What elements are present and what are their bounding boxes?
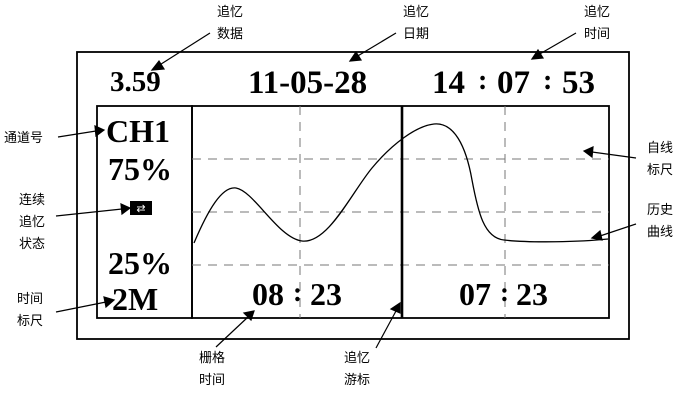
- channel-number: CH1: [106, 113, 170, 149]
- recall-state-indicator: ⇄: [130, 201, 152, 215]
- recall-time: 14 : 07 : 53: [432, 65, 595, 101]
- label-recall-state: 连续 追忆 状态: [19, 192, 45, 252]
- svg-text:栅格: 栅格: [199, 350, 225, 366]
- svg-text:自线: 自线: [647, 141, 673, 156]
- arrowhead-icon: [103, 296, 116, 309]
- recall-date: 11-05-28: [248, 65, 367, 101]
- arrowhead-icon: [590, 229, 603, 241]
- arrowhead-icon: [530, 48, 545, 60]
- label-grid-time: 栅格 时间: [199, 350, 225, 388]
- svg-text:23: 23: [310, 276, 342, 312]
- svg-text:追忆: 追忆: [217, 4, 243, 20]
- arrowhead-icon: [348, 50, 363, 62]
- leader-auto-scale: [591, 151, 637, 159]
- arrowhead-icon: [582, 146, 594, 159]
- leader-recall-date: [355, 32, 397, 58]
- leader-history-curve: [599, 223, 637, 237]
- leader-grid-time: [215, 316, 249, 348]
- leader-recall-time: [537, 32, 577, 56]
- svg-text:23: 23: [516, 276, 548, 312]
- recall-value: 3.59: [110, 66, 161, 98]
- svg-text:08: 08: [252, 276, 284, 312]
- svg-text:标尺: 标尺: [17, 314, 43, 329]
- arrowhead-icon: [389, 301, 401, 314]
- leader-recall-value: [157, 32, 211, 67]
- history-curve: [193, 123, 609, 244]
- svg-text:状态: 状态: [19, 237, 45, 252]
- label-history-curve: 历史 曲线: [647, 203, 673, 240]
- leader-recall-cursor: [375, 310, 397, 349]
- svg-text:07: 07: [459, 276, 491, 312]
- svg-text:追忆: 追忆: [584, 4, 610, 20]
- label-channel-number: 通道号: [4, 131, 43, 146]
- svg-text:时间: 时间: [17, 292, 43, 307]
- svg-text::: :: [500, 277, 509, 307]
- svg-text:时间: 时间: [584, 27, 610, 42]
- continuous-recall-icon: ⇄: [136, 202, 145, 215]
- svg-text:53: 53: [562, 65, 595, 101]
- label-recall-value: 追忆 数据: [217, 4, 243, 42]
- time-scale-value: 2M: [112, 281, 158, 317]
- svg-text::: :: [293, 277, 302, 307]
- grid-time-right: 07 : 23: [459, 276, 548, 312]
- label-time-scale: 时间 标尺: [17, 292, 43, 329]
- svg-text:游标: 游标: [344, 373, 370, 388]
- label-recall-time: 追忆 时间: [584, 4, 610, 42]
- svg-text:曲线: 曲线: [647, 225, 673, 240]
- svg-text:历史: 历史: [647, 203, 673, 218]
- svg-text:07: 07: [497, 65, 530, 101]
- svg-text:追忆: 追忆: [344, 350, 370, 366]
- grid-time-left: 08 : 23: [252, 276, 342, 312]
- arrowhead-icon: [242, 310, 255, 322]
- leader-lines: [55, 32, 637, 349]
- leader-time-scale: [55, 301, 107, 313]
- arrowhead-icon: [120, 203, 132, 216]
- svg-text:标尺: 标尺: [647, 163, 673, 178]
- svg-text:数据: 数据: [217, 27, 243, 42]
- arrowhead-icon: [94, 125, 106, 138]
- label-auto-scale: 自线 标尺: [647, 141, 673, 178]
- grid-lines: [192, 106, 609, 318]
- label-recall-cursor: 追忆 游标: [344, 350, 370, 388]
- arrowhead-icon: [150, 59, 166, 71]
- svg-text:日期: 日期: [403, 27, 429, 42]
- screen-frame: [76, 51, 630, 340]
- svg-text::: :: [478, 65, 487, 96]
- svg-text:14: 14: [432, 65, 465, 101]
- leader-recall-state: [55, 208, 123, 217]
- svg-text:通道号: 通道号: [4, 131, 43, 146]
- svg-text:连续: 连续: [19, 192, 45, 208]
- svg-text:追忆: 追忆: [19, 214, 45, 230]
- label-recall-date: 追忆 日期: [403, 4, 429, 42]
- svg-text:时间: 时间: [199, 373, 225, 388]
- svg-text::: :: [543, 65, 552, 96]
- lower-percent: 25%: [108, 245, 172, 281]
- leader-channel-number: [57, 130, 97, 138]
- svg-text:追忆: 追忆: [403, 4, 429, 20]
- upper-percent: 75%: [108, 151, 172, 187]
